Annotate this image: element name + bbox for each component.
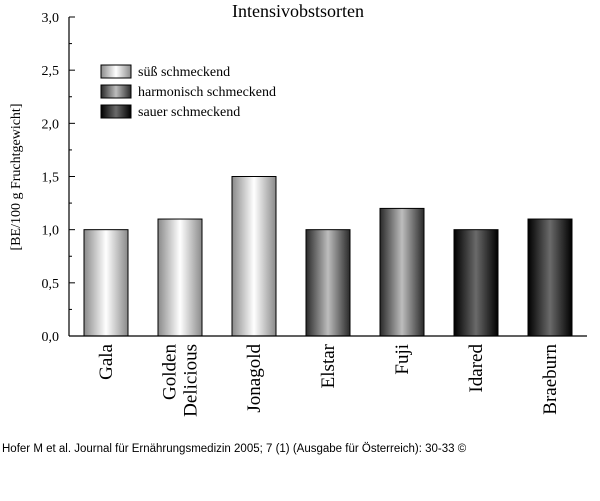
legend-swatch-sour: [100, 104, 132, 119]
citation-caption: Hofer M et al. Journal für Ernährungsmed…: [2, 443, 467, 455]
legend-swatch-sweet: [100, 64, 132, 79]
x-tick-label: Elstar: [318, 343, 339, 388]
chart-title: Intensivobstsorten: [232, 1, 364, 21]
svg-text:Jonagold: Jonagold: [244, 344, 265, 413]
legend-swatch-harmonic: [100, 84, 132, 99]
x-tick-label: Jonagold: [244, 344, 265, 413]
x-axis: Gala Golden Delicious Jonagold Elstar Fuji Ida…: [69, 335, 587, 417]
legend-label-sour: sauer schmeckend: [138, 105, 240, 120]
svg-text:Golden: Golden: [160, 344, 181, 400]
bar-gala: [83, 229, 129, 337]
x-tick-label: Fuji: [392, 344, 413, 375]
svg-text:Elstar: Elstar: [318, 343, 339, 388]
bars: [83, 176, 573, 337]
y-tick-label: 2,5: [42, 64, 60, 79]
bar-idared: [453, 229, 499, 337]
y-axis-label: [BE/100 g Fruchtgewicht]: [9, 104, 24, 251]
legend-label-harmonic: harmonisch schmeckend: [138, 85, 276, 100]
y-tick-label: 2,0: [42, 117, 60, 132]
bar-jonagold: [231, 176, 277, 337]
x-tick-label: Idared: [466, 344, 487, 393]
y-tick-label: 3,0: [42, 11, 60, 26]
svg-text:Gala: Gala: [96, 343, 117, 379]
x-tick-label: Gala: [96, 343, 117, 379]
bar-fuji: [379, 207, 425, 337]
svg-text:Fuji: Fuji: [392, 344, 413, 375]
bar-elstar: [305, 229, 351, 337]
legend: süß schmeckend harmonisch schmeckend sauer…: [100, 64, 276, 120]
y-tick-label: 0,0: [42, 330, 60, 345]
y-tick-label: 0,5: [42, 277, 60, 292]
y-tick-label: 1,5: [42, 171, 60, 186]
y-axis: 0,0 0,5 1,0 1,5 2,0 2,5 3,0: [42, 11, 75, 345]
svg-text:Delicious: Delicious: [181, 344, 202, 417]
x-tick-label: Golden Delicious: [160, 344, 202, 417]
svg-text:Braeburn: Braeburn: [540, 344, 561, 415]
bar-golden-delicious: [157, 218, 203, 337]
y-tick-label: 1,0: [42, 224, 60, 239]
svg-text:Idared: Idared: [466, 344, 487, 393]
x-tick-label: Braeburn: [540, 344, 561, 415]
bar-braeburn: [527, 218, 573, 337]
legend-label-sweet: süß schmeckend: [138, 65, 230, 80]
chart: Intensivobstsorten [BE/100 g Fruchtgewic…: [9, 1, 587, 417]
